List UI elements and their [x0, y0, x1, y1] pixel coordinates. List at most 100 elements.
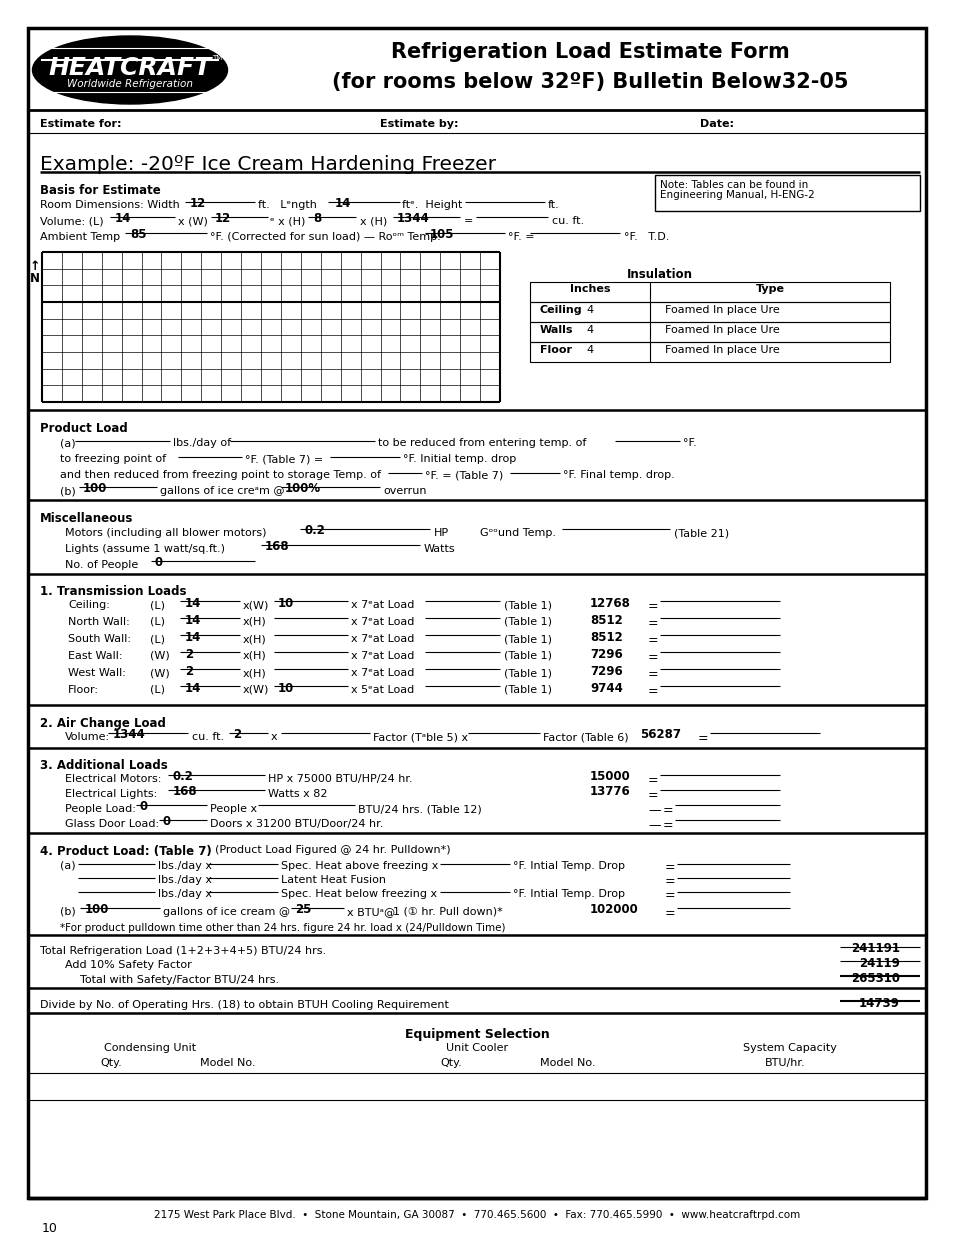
Text: °F. Intial Temp. Drop: °F. Intial Temp. Drop [513, 861, 624, 871]
Text: Electrical Motors:: Electrical Motors: [65, 774, 161, 784]
Text: BTU/hr.: BTU/hr. [764, 1058, 804, 1068]
Text: —: — [647, 804, 659, 818]
Text: Foamed In place Ure: Foamed In place Ure [664, 345, 779, 354]
Text: (a): (a) [60, 861, 75, 871]
Text: ↑: ↑ [30, 261, 40, 273]
Bar [530, 342, 889, 362]
Text: 14: 14 [185, 614, 201, 627]
Text: x 7ᵉat Load: x 7ᵉat Load [351, 651, 414, 661]
Text: 7296: 7296 [589, 648, 622, 661]
Text: °F. (Table 7) =: °F. (Table 7) = [245, 454, 323, 464]
Text: ftᵉ.  Height: ftᵉ. Height [401, 200, 462, 210]
Text: Doors x 31200 BTU/Door/24 hr.: Doors x 31200 BTU/Door/24 hr. [210, 819, 383, 829]
Text: 25: 25 [294, 903, 311, 916]
Text: =: = [662, 819, 673, 832]
Text: Floor: Floor [539, 345, 572, 354]
Text: 7296: 7296 [589, 664, 622, 678]
Text: =: = [664, 861, 675, 874]
Text: East Wall:: East Wall: [68, 651, 122, 661]
Text: Foamed In place Ure: Foamed In place Ure [664, 325, 779, 335]
Text: 102000: 102000 [589, 903, 639, 916]
Text: lbs./day x: lbs./day x [158, 889, 212, 899]
Text: 14: 14 [185, 631, 201, 643]
Text: Note: Tables can be found in: Note: Tables can be found in [659, 180, 807, 190]
Text: 10: 10 [277, 682, 294, 695]
Text: (Table 1): (Table 1) [503, 618, 552, 627]
Text: 10: 10 [42, 1221, 58, 1235]
Text: HEATCRAFT: HEATCRAFT [49, 56, 212, 80]
Text: 8512: 8512 [589, 614, 622, 627]
Text: 2: 2 [185, 648, 193, 661]
Bar [530, 303, 889, 322]
Text: Inches: Inches [569, 284, 610, 294]
Text: Engineering Manual, H-ENG-2: Engineering Manual, H-ENG-2 [659, 190, 814, 200]
Text: Gᵒᵒund Temp.: Gᵒᵒund Temp. [479, 529, 556, 538]
Text: 4: 4 [586, 345, 593, 354]
Text: 4: 4 [586, 325, 593, 335]
Text: 12: 12 [214, 212, 231, 225]
Text: x 7ᵉat Load: x 7ᵉat Load [351, 618, 414, 627]
Text: Qty.: Qty. [100, 1058, 122, 1068]
Text: 12768: 12768 [589, 597, 630, 610]
Text: 12: 12 [190, 198, 206, 210]
Text: 1 (① hr. Pull down)*: 1 (① hr. Pull down)* [393, 906, 502, 918]
Text: Total with Safety/Factor BTU/24 hrs.: Total with Safety/Factor BTU/24 hrs. [80, 974, 279, 986]
Text: 1. Transmission Loads: 1. Transmission Loads [40, 585, 186, 598]
Text: Equipment Selection: Equipment Selection [404, 1028, 549, 1041]
Text: 1344: 1344 [396, 212, 429, 225]
Text: Estimate by:: Estimate by: [379, 119, 458, 128]
Text: x BTUᵃ@: x BTUᵃ@ [347, 906, 395, 918]
Text: Ceiling: Ceiling [539, 305, 582, 315]
Text: lbs./day x: lbs./day x [158, 876, 212, 885]
Text: Worldwide Refrigeration: Worldwide Refrigeration [67, 79, 193, 89]
Text: x(H): x(H) [243, 618, 267, 627]
Text: Ambient Temp: Ambient Temp [40, 232, 120, 242]
Text: 0.2: 0.2 [172, 769, 193, 783]
Text: gallons of ice cream @: gallons of ice cream @ [163, 906, 290, 918]
Text: overrun: overrun [382, 487, 426, 496]
Text: 0: 0 [140, 800, 148, 813]
Text: People x: People x [210, 804, 257, 814]
Text: x (W): x (W) [178, 216, 208, 226]
Text: x (H): x (H) [359, 216, 387, 226]
Text: No. of People: No. of People [65, 559, 138, 571]
Text: (a): (a) [60, 438, 75, 448]
Text: Basis for Estimate: Basis for Estimate [40, 184, 161, 198]
Text: =: = [647, 789, 658, 802]
Text: (Table 1): (Table 1) [503, 668, 552, 678]
Text: 168: 168 [265, 540, 290, 553]
Text: Example: -20ºF Ice Cream Hardening Freezer: Example: -20ºF Ice Cream Hardening Freez… [40, 156, 496, 174]
Text: 100%: 100% [285, 482, 321, 495]
Text: Floor:: Floor: [68, 685, 99, 695]
Text: Ceiling:: Ceiling: [68, 600, 110, 610]
Text: 2. Air Change Load: 2. Air Change Load [40, 718, 166, 730]
Text: Volume: (L): Volume: (L) [40, 216, 104, 226]
Text: 2175 West Park Place Blvd.  •  Stone Mountain, GA 30087  •  770.465.5600  •  Fax: 2175 West Park Place Blvd. • Stone Mount… [153, 1210, 800, 1220]
Text: Product Load: Product Load [40, 422, 128, 435]
Text: ᵉ x (H): ᵉ x (H) [270, 216, 305, 226]
Text: =: = [647, 634, 658, 647]
Text: 265310: 265310 [850, 972, 899, 986]
Text: x: x [271, 732, 277, 742]
Text: =: = [662, 804, 673, 818]
Text: (b): (b) [60, 906, 75, 918]
Text: 0: 0 [154, 556, 163, 569]
Text: °F.: °F. [682, 438, 696, 448]
Text: 100: 100 [85, 903, 110, 916]
Text: 1344: 1344 [112, 727, 146, 741]
Text: ft.: ft. [547, 200, 559, 210]
Text: West Wall:: West Wall: [68, 668, 126, 678]
Text: Lights (assume 1 watt/sq.ft.): Lights (assume 1 watt/sq.ft.) [65, 543, 225, 555]
Text: Add 10% Safety Factor: Add 10% Safety Factor [65, 960, 192, 969]
Bar [530, 282, 889, 303]
Text: 14: 14 [185, 682, 201, 695]
Text: 0.2: 0.2 [305, 524, 326, 537]
Text: 0: 0 [163, 815, 171, 827]
Text: (L): (L) [150, 685, 165, 695]
Text: Qty.: Qty. [439, 1058, 461, 1068]
Text: °F. Final temp. drop.: °F. Final temp. drop. [562, 471, 674, 480]
Text: Glass Door Load:: Glass Door Load: [65, 819, 159, 829]
Text: Date:: Date: [700, 119, 733, 128]
Text: 85: 85 [130, 228, 147, 241]
Text: 13776: 13776 [589, 785, 630, 798]
